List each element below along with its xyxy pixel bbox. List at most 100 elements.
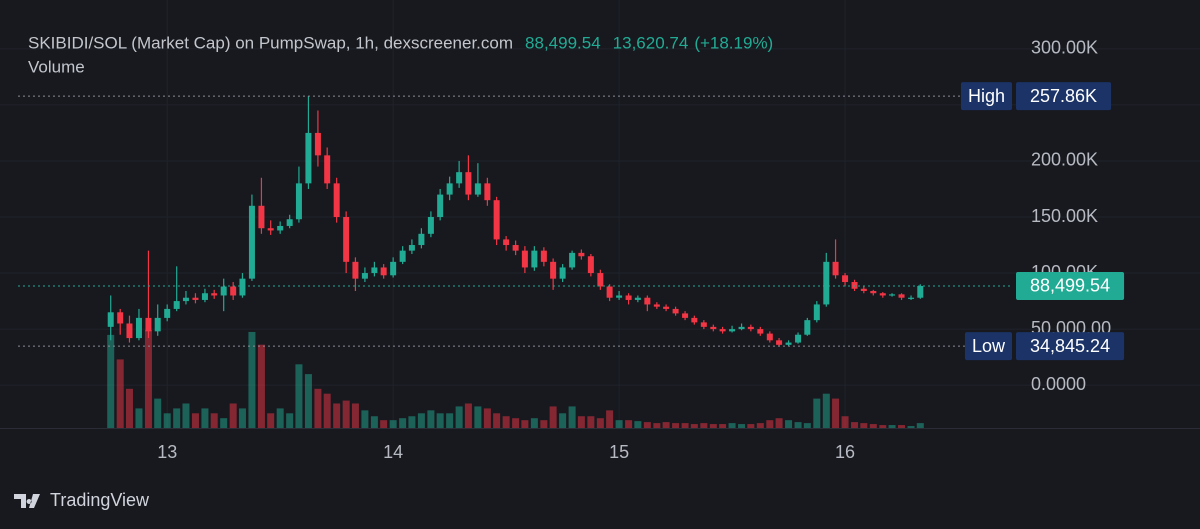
volume-bar (559, 413, 567, 428)
volume-bar (832, 398, 840, 428)
candle-body (484, 183, 491, 201)
candle-body (569, 252, 576, 268)
y-tick-label: 150.00K (1031, 206, 1098, 226)
candle-body (898, 294, 905, 298)
candle-body (437, 194, 444, 217)
header-change-pct: (+18.19%) (694, 33, 773, 52)
price-label: 34,845.24 (1030, 336, 1110, 356)
volume-bar (898, 425, 906, 428)
volume-bar (351, 403, 359, 428)
volume-bar (220, 418, 228, 428)
candle-body (606, 286, 613, 298)
candle-body (616, 295, 623, 298)
candle-body (521, 250, 528, 268)
price-label-box (1016, 82, 1112, 111)
volume-bar (568, 406, 576, 428)
volume-bar (229, 403, 237, 428)
volume-bar (361, 410, 369, 428)
candle-body (446, 183, 453, 195)
candle-body (380, 267, 387, 276)
volume-bar (653, 423, 661, 428)
candle-body (757, 329, 764, 334)
candle-body (729, 329, 736, 332)
volume-bar (455, 406, 463, 428)
volume-bar (276, 408, 284, 428)
candle-body (305, 132, 312, 184)
candle-body (672, 308, 679, 314)
candle-body (682, 313, 689, 318)
volume-bar (747, 424, 755, 428)
volume-bar (822, 393, 830, 428)
candle-body (889, 294, 896, 296)
volume-bar (577, 416, 585, 428)
x-tick-label: 16 (835, 442, 855, 462)
volume-bar (709, 424, 717, 428)
header-last: 88,499.54 (525, 33, 601, 52)
high-name: High (968, 86, 1005, 106)
candle-body (795, 334, 802, 343)
logo-icon (14, 494, 40, 508)
volume-bar (813, 398, 821, 428)
candle-body (361, 273, 368, 279)
grid (0, 0, 1200, 428)
y-tick-label: 300.00K (1031, 38, 1098, 58)
volume-bar (107, 334, 115, 428)
candle-body (352, 261, 359, 279)
candle-body (776, 340, 783, 345)
volume-label: Volume (28, 57, 85, 76)
volume-bar (182, 403, 190, 428)
candle-body (832, 261, 839, 276)
y-tick-label: 0.0000 (1031, 374, 1086, 394)
candle-body (333, 183, 340, 217)
volume-bar (116, 359, 124, 428)
volume-bar (502, 416, 510, 428)
volume-bar (643, 422, 651, 428)
volume-bar (248, 331, 256, 428)
price-label-box (1016, 332, 1125, 361)
candle-body (644, 297, 651, 305)
volume-bar (530, 418, 538, 428)
volume-bar (464, 403, 472, 428)
volume-bar (295, 364, 303, 428)
candle-body (870, 290, 877, 294)
candle-body (540, 250, 547, 262)
candle-body (201, 293, 208, 300)
volume-bar (483, 408, 491, 428)
price-label: 88,499.54 (1030, 276, 1110, 296)
candle-body (719, 329, 726, 332)
volume-bar (540, 420, 548, 428)
volume-bar (446, 413, 454, 428)
candle-body (173, 301, 180, 309)
candle-body (277, 225, 284, 231)
candle-body (738, 326, 745, 330)
volume-bar (681, 423, 689, 428)
candle-body (145, 317, 152, 332)
volume-bar (267, 413, 275, 428)
volume-bar (389, 420, 397, 428)
volume-bar (851, 422, 859, 428)
volume-bar (399, 418, 407, 428)
candle-body (587, 256, 594, 274)
candle-body (343, 217, 350, 262)
candle-body (879, 293, 886, 296)
volume-bar (417, 413, 425, 428)
volume-bar (728, 423, 736, 428)
volume-bar (342, 400, 350, 428)
candle-body (164, 308, 171, 318)
candle-body (700, 322, 707, 327)
volume-bar (738, 424, 746, 428)
candle-body (512, 245, 519, 251)
candle-body (663, 306, 670, 309)
volume-bar (521, 420, 529, 428)
x-tick-label: 15 (609, 442, 629, 462)
candle-body (813, 304, 820, 321)
volume-bar (144, 330, 152, 428)
volume-bar (775, 418, 783, 428)
volume-bar (587, 416, 595, 428)
volume-bar (238, 408, 246, 428)
volume-bar (201, 408, 209, 428)
volume-bar (314, 388, 322, 428)
candle-layer (107, 96, 924, 347)
x-tick-label: 13 (157, 442, 177, 462)
